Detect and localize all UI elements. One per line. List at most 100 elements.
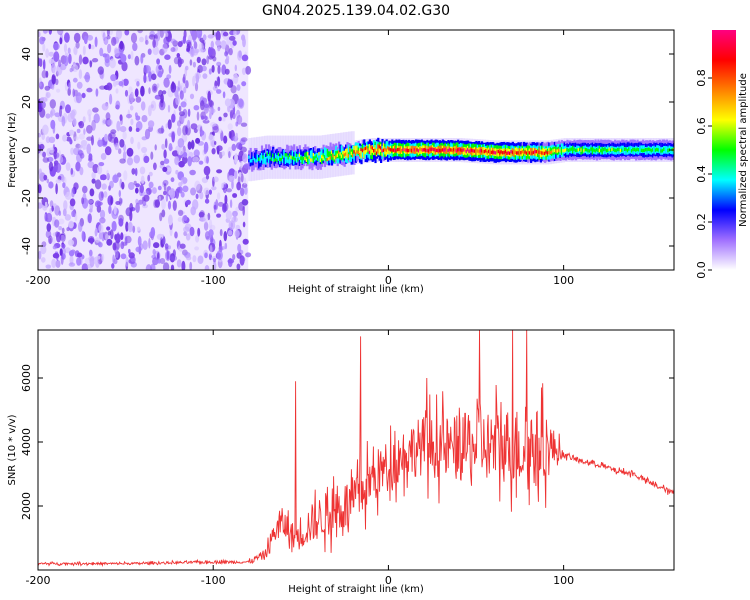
noise-speckle: [55, 162, 62, 173]
noise-speckle: [56, 231, 62, 243]
noise-speckle: [82, 116, 86, 123]
ridge-cell: [643, 148, 646, 153]
noise-speckle: [78, 69, 83, 79]
ridge-cell: [248, 155, 251, 159]
noise-speckle: [111, 220, 117, 232]
noise-speckle: [234, 170, 238, 179]
noise-speckle: [62, 134, 68, 142]
noise-speckle: [55, 179, 62, 184]
ridge-cell: [361, 148, 364, 153]
noise-speckle: [130, 118, 134, 126]
noise-speckle: [157, 185, 162, 191]
noise-speckle: [163, 183, 167, 191]
noise-speckle: [42, 157, 50, 163]
noise-speckle: [147, 120, 155, 128]
noise-speckle: [48, 181, 54, 189]
noise-speckle: [208, 229, 214, 238]
noise-speckle: [161, 143, 166, 150]
noise-speckle: [200, 100, 205, 111]
noise-speckle: [185, 199, 191, 205]
noise-speckle: [118, 81, 124, 87]
noise-speckle: [91, 135, 94, 146]
ridge-cell: [256, 154, 259, 158]
noise-speckle: [125, 256, 129, 267]
noise-speckle: [92, 107, 99, 113]
ridge-cell: [359, 153, 362, 157]
noise-speckle: [106, 30, 110, 37]
ridge-cell: [504, 149, 507, 154]
ridge-cell: [329, 151, 332, 160]
noise-speckle: [92, 58, 99, 63]
noise-speckle: [70, 147, 74, 155]
ridge-cell: [660, 149, 663, 153]
noise-speckle: [215, 30, 221, 42]
ridge-cell: [628, 147, 631, 151]
ridge-cell: [572, 147, 575, 151]
noise-speckle: [118, 218, 124, 227]
noise-speckle: [241, 54, 249, 62]
noise-speckle: [234, 153, 239, 164]
noise-speckle: [223, 112, 228, 118]
noise-speckle: [167, 119, 172, 130]
noise-speckle: [99, 217, 106, 224]
noise-speckle: [170, 38, 177, 44]
ridge-cell: [602, 147, 606, 152]
noise-speckle: [121, 181, 125, 190]
ridge-cell: [489, 150, 492, 155]
ridge-cell: [461, 148, 464, 153]
noise-speckle: [38, 144, 42, 154]
noise-speckle: [206, 156, 209, 164]
ridge-cell: [426, 148, 429, 153]
noise-speckle: [229, 199, 233, 209]
noise-speckle: [119, 126, 127, 133]
noise-speckle: [103, 191, 108, 198]
ridge-cell: [326, 150, 329, 164]
noise-speckle: [51, 258, 57, 268]
ridge-cell: [269, 153, 272, 168]
noise-speckle: [242, 221, 246, 228]
ridge-halo: [674, 138, 678, 162]
noise-speckle: [115, 100, 121, 110]
noise-speckle: [63, 55, 69, 67]
ridge-cell: [424, 148, 428, 152]
noise-speckle: [232, 193, 238, 198]
noise-speckle: [228, 220, 236, 231]
noise-speckle: [110, 196, 113, 205]
noise-speckle: [170, 177, 175, 183]
noise-speckle: [52, 124, 56, 134]
ridge-cell: [267, 154, 271, 158]
noise-speckle: [132, 42, 138, 52]
noise-speckle: [112, 174, 119, 183]
noise-speckle: [141, 115, 148, 123]
noise-speckle: [177, 126, 182, 137]
noise-speckle: [222, 116, 226, 122]
noise-speckle: [49, 99, 56, 109]
noise-speckle: [235, 121, 239, 127]
ridge-cell: [307, 156, 310, 165]
noise-speckle: [138, 199, 144, 205]
ridge-cell: [580, 148, 583, 152]
ridge-cell: [665, 147, 669, 151]
noise-speckle: [88, 255, 95, 262]
noise-speckle: [217, 106, 221, 111]
noise-speckle: [194, 82, 199, 92]
ridge-cell: [325, 152, 328, 160]
colorbar-tick-label: 0.2: [695, 213, 708, 231]
ridge-cell: [399, 148, 402, 153]
ridge-cell: [584, 147, 587, 152]
ridge-cell: [374, 148, 377, 153]
noise-speckle: [119, 139, 125, 148]
ridge-cell: [657, 148, 660, 152]
noise-speckle: [130, 91, 134, 103]
noise-speckle: [48, 30, 52, 35]
noise-speckle: [161, 90, 167, 95]
noise-speckle: [176, 53, 181, 58]
noise-speckle: [128, 248, 131, 254]
noise-speckle: [223, 201, 229, 212]
noise-speckle: [162, 166, 168, 172]
noise-speckle: [220, 40, 227, 50]
noise-speckle: [143, 73, 147, 84]
noise-speckle: [195, 193, 199, 199]
noise-speckle: [190, 187, 197, 196]
ridge-cell: [493, 150, 496, 155]
